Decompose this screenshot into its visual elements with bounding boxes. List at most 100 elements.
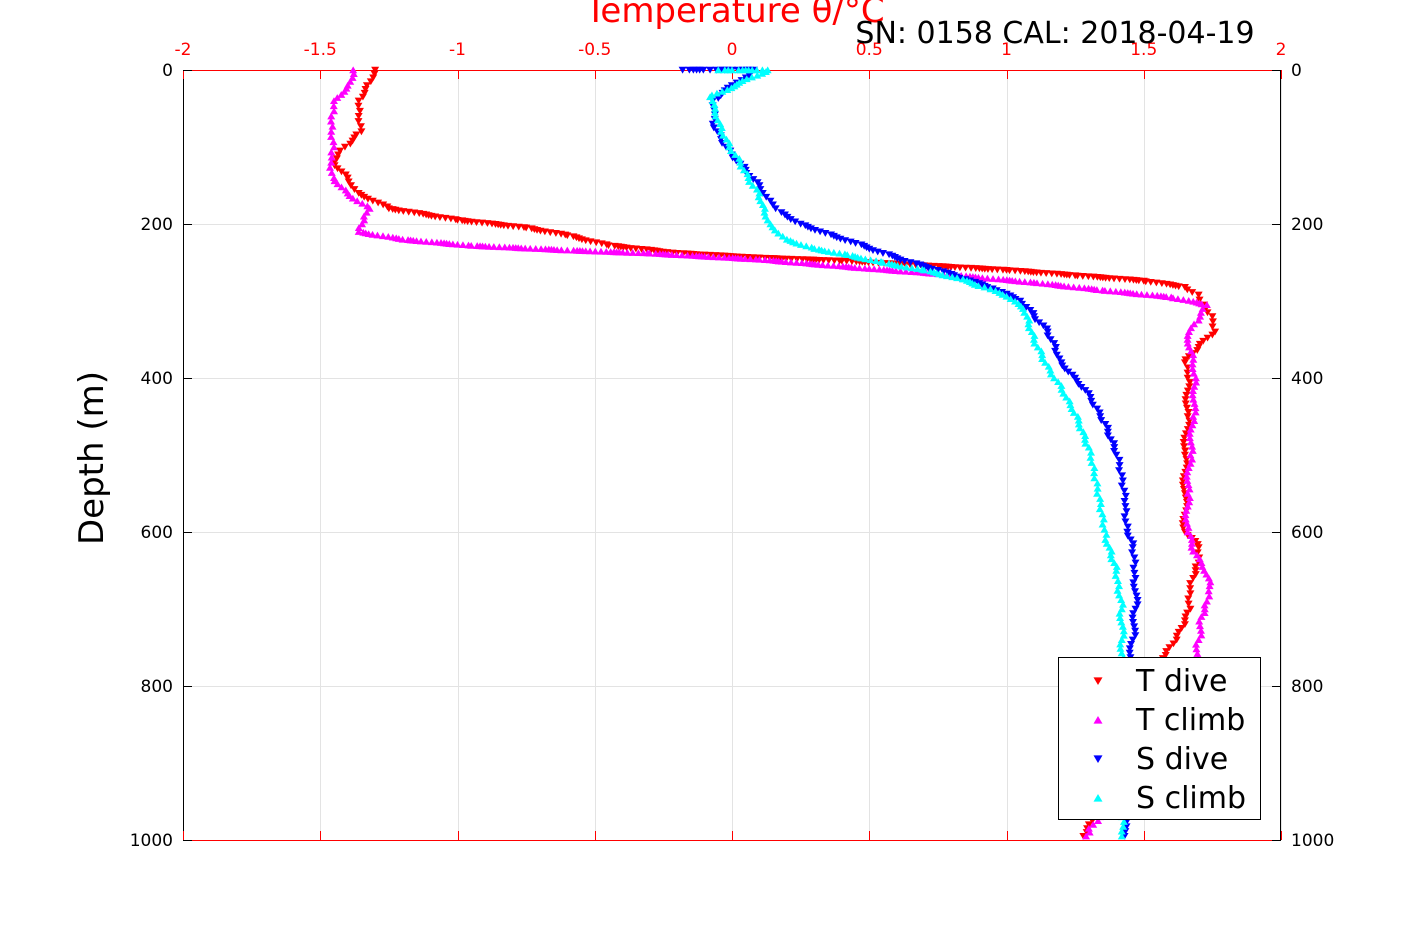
data-point bbox=[792, 239, 801, 247]
data-point bbox=[1162, 648, 1171, 655]
data-point bbox=[755, 255, 764, 263]
data-point bbox=[1177, 625, 1186, 632]
series-s-climb bbox=[706, 66, 1131, 840]
data-point bbox=[1116, 645, 1125, 652]
data-point bbox=[980, 283, 989, 291]
data-point bbox=[1087, 448, 1096, 456]
data-point bbox=[478, 219, 487, 227]
data-point bbox=[1128, 636, 1137, 644]
data-point bbox=[1086, 394, 1095, 401]
data-point bbox=[1062, 393, 1071, 401]
data-point bbox=[1129, 540, 1138, 548]
data-point bbox=[360, 193, 369, 201]
x-tick-label: 2 bbox=[1276, 40, 1287, 60]
data-point bbox=[1117, 827, 1126, 835]
y-tick-label-left: 400 bbox=[141, 369, 173, 389]
data-point bbox=[1103, 428, 1112, 436]
data-point bbox=[521, 244, 530, 252]
data-point bbox=[1190, 320, 1199, 328]
data-point bbox=[354, 102, 363, 110]
data-point bbox=[725, 139, 734, 147]
data-point bbox=[623, 248, 632, 256]
data-point bbox=[1184, 600, 1193, 608]
data-point bbox=[336, 147, 345, 155]
data-point bbox=[1074, 420, 1083, 428]
data-point bbox=[717, 124, 726, 131]
data-point bbox=[1172, 632, 1181, 640]
data-point bbox=[1185, 379, 1194, 386]
data-point bbox=[1078, 273, 1087, 280]
data-point bbox=[755, 182, 764, 190]
data-point bbox=[718, 87, 727, 95]
x-tick-label: -1 bbox=[449, 40, 466, 60]
data-point bbox=[1119, 600, 1128, 608]
data-point bbox=[1074, 416, 1083, 424]
data-point bbox=[1203, 334, 1212, 342]
data-point bbox=[1118, 477, 1127, 485]
data-point bbox=[327, 158, 336, 166]
data-point bbox=[1110, 447, 1119, 455]
data-point bbox=[727, 84, 736, 92]
data-point bbox=[1131, 627, 1140, 635]
data-point bbox=[1088, 401, 1097, 409]
data-point bbox=[1073, 412, 1082, 420]
data-point bbox=[354, 97, 363, 105]
data-point bbox=[1131, 559, 1140, 567]
data-point bbox=[354, 113, 363, 120]
data-point bbox=[327, 169, 336, 176]
y-tick-label-left: 1000 bbox=[130, 831, 173, 851]
data-point bbox=[1130, 623, 1139, 631]
data-point bbox=[1200, 609, 1209, 617]
legend-box bbox=[1058, 657, 1261, 820]
data-point bbox=[1129, 610, 1138, 617]
data-point bbox=[328, 122, 337, 130]
data-point bbox=[1112, 566, 1121, 574]
data-point bbox=[1191, 567, 1200, 575]
data-point bbox=[349, 66, 358, 74]
legend-label: S climb bbox=[1136, 781, 1246, 816]
data-point bbox=[986, 285, 995, 293]
data-point bbox=[604, 242, 613, 250]
data-point bbox=[359, 212, 368, 220]
data-point bbox=[1181, 515, 1190, 523]
data-point bbox=[1184, 595, 1193, 603]
data-point bbox=[495, 243, 504, 251]
data-point bbox=[1180, 359, 1189, 367]
data-point bbox=[998, 290, 1007, 298]
data-point bbox=[1184, 409, 1193, 416]
data-point bbox=[993, 266, 1002, 274]
data-point bbox=[1052, 351, 1061, 359]
data-point bbox=[755, 189, 764, 197]
data-point bbox=[1125, 649, 1134, 657]
data-point bbox=[735, 154, 744, 162]
data-point bbox=[1200, 605, 1209, 613]
data-point bbox=[1197, 631, 1206, 639]
data-point bbox=[366, 78, 375, 86]
data-point bbox=[758, 69, 767, 77]
data-point bbox=[1082, 832, 1091, 840]
data-point bbox=[747, 73, 756, 81]
data-point bbox=[1194, 636, 1203, 643]
data-point bbox=[1184, 296, 1193, 304]
data-point bbox=[1050, 340, 1059, 347]
data-point bbox=[1185, 383, 1194, 391]
data-point bbox=[1169, 640, 1178, 648]
data-point bbox=[591, 247, 600, 255]
data-point bbox=[902, 263, 911, 271]
data-point bbox=[1111, 572, 1120, 579]
data-point bbox=[368, 230, 377, 238]
data-point bbox=[722, 135, 731, 143]
data-point bbox=[1046, 336, 1055, 344]
data-point bbox=[596, 247, 605, 255]
data-point bbox=[1129, 583, 1138, 591]
data-point bbox=[1122, 508, 1131, 516]
data-point bbox=[1174, 283, 1183, 291]
data-point bbox=[326, 163, 335, 171]
data-point bbox=[906, 259, 915, 267]
legend-marker bbox=[1093, 677, 1103, 686]
data-point bbox=[379, 201, 388, 209]
data-point bbox=[1100, 525, 1109, 533]
data-point bbox=[778, 232, 787, 240]
data-point bbox=[872, 257, 881, 264]
